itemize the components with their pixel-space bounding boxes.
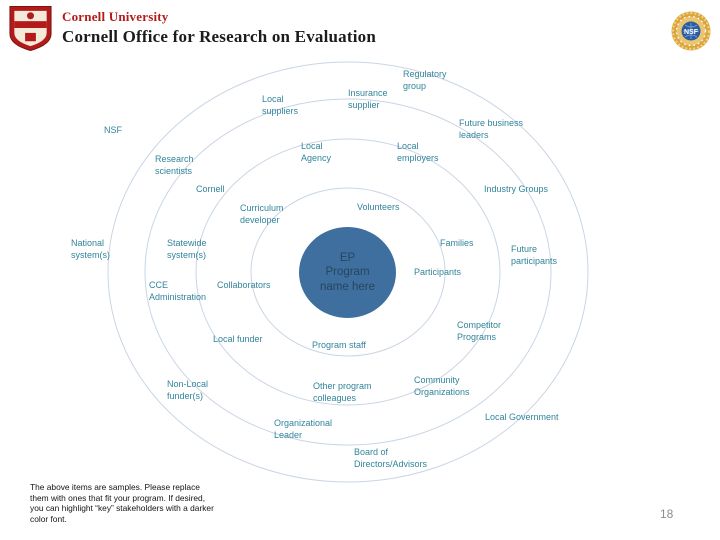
stakeholder-competitor-programs: Competitor Programs [457,320,502,342]
program-name-label: EP Program name here [320,251,375,293]
stakeholder-local-agency: Local Agency [301,141,332,163]
stakeholder-nsf: NSF [104,125,122,135]
stakeholder-insurance-supplier: Insurance supplier [348,88,388,110]
header: Cornell University Cornell Office for Re… [8,5,376,52]
stakeholder-local-suppliers: Local suppliers [262,94,299,116]
stakeholder-industry-groups: Industry Groups [484,184,549,194]
stakeholder-future-participants: Future participants [511,244,558,266]
stakeholder-regulatory-group: Regulatory group [403,69,447,91]
instruction-note: The above items are samples. Please repl… [30,482,214,524]
stakeholder-local-funder: Local funder [213,334,263,344]
stakeholder-curriculum-developer: Curriculum developer [240,203,284,225]
stakeholder-local-government: Local Government [485,412,559,422]
stakeholder-non-local-funders: Non-Local funder(s) [167,379,209,401]
page-number: 18 [660,507,674,521]
nsf-logo-text: NSF [684,29,699,36]
stakeholder-participants: Participants [414,267,462,277]
stakeholder-cce-administration: CCE Administration [149,280,207,302]
cornell-university-wordmark: Cornell University [62,9,169,24]
stakeholder-statewide-systems: Statewide system(s) [167,238,207,260]
stakeholder-organizational-leader: Organizational Leader [274,418,333,440]
stakeholder-board-of-directors: Board of Directors/Advisors [354,447,428,469]
wordmark: Cornell University Cornell Office for Re… [62,5,376,47]
stakeholder-future-business-leaders: Future business leaders [459,118,524,140]
stakeholder-community-organizations: Community Organizations [414,375,470,397]
stakeholder-other-program-colleagues: Other program colleagues [313,381,372,403]
program-center-circle: EP Program name here [299,227,396,318]
stakeholder-national-systems: National system(s) [71,238,110,260]
stakeholder-program-staff: Program staff [312,340,366,350]
office-title: Cornell Office for Research on Evaluatio… [62,27,377,46]
stakeholder-local-employers: Local employers [397,141,439,163]
stakeholder-volunteers: Volunteers [357,202,400,212]
stakeholder-research-scientists: Research scientists [155,154,194,176]
stakeholder-collaborators: Collaborators [217,280,271,290]
stakeholder-families: Families [440,238,474,248]
nsf-logo: NSF [671,11,711,51]
cornell-shield-logo [9,5,52,52]
stakeholder-cornell: Cornell [196,184,225,194]
